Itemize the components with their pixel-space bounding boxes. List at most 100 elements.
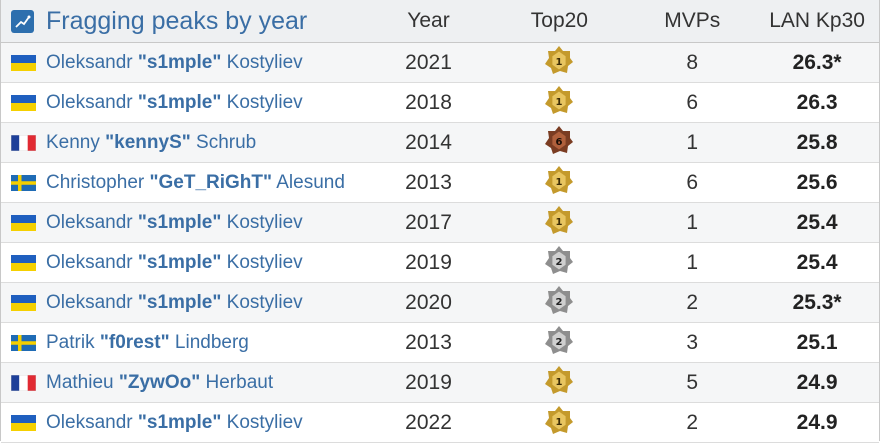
column-header-top20[interactable]: Top20 [530, 9, 588, 32]
player-nickname: "s1mple" [137, 91, 222, 113]
svg-text:1: 1 [556, 97, 563, 108]
top20-medal-icon[interactable]: 6 [544, 125, 574, 160]
player-cell: Patrik "f0rest" Lindberg [1, 332, 368, 354]
mvps-cell: 6 [686, 170, 699, 194]
column-header-mvps[interactable]: MVPs [664, 9, 721, 32]
top20-cell: 2 [489, 245, 629, 280]
player-link[interactable]: Oleksandr "s1mple" Kostyliev [46, 412, 303, 434]
top20-medal-icon[interactable]: 2 [544, 325, 574, 360]
player-cell: Mathieu "ZywOo" Herbaut [1, 372, 368, 394]
sweden-flag-icon [11, 174, 36, 191]
top20-cell: 1 [489, 205, 629, 240]
year-cell: 2017 [405, 210, 452, 234]
mvps-cell: 1 [686, 210, 699, 234]
title-cell: Fragging peaks by year [1, 7, 368, 36]
player-link[interactable]: Oleksandr "s1mple" Kostyliev [46, 52, 303, 74]
year-cell: 2014 [405, 130, 452, 154]
svg-text:1: 1 [556, 377, 563, 388]
top20-cell: 2 [489, 325, 629, 360]
player-last-name: Kostyliev [221, 51, 303, 73]
column-header-year[interactable]: Year [407, 9, 450, 32]
top20-medal-icon[interactable]: 2 [544, 245, 574, 280]
year-cell: 2022 [405, 410, 452, 434]
ukraine-flag-icon [11, 254, 36, 271]
player-link[interactable]: Christopher "GeT_RiGhT" Alesund [46, 172, 345, 194]
mvps-cell: 2 [686, 290, 699, 314]
top20-medal-icon[interactable]: 2 [544, 285, 574, 320]
player-last-name: Kostyliev [221, 251, 303, 273]
top20-medal-icon[interactable]: 1 [544, 165, 574, 200]
player-last-name: Alesund [272, 171, 345, 193]
player-link[interactable]: Mathieu "ZywOo" Herbaut [46, 372, 273, 394]
player-nickname: "f0rest" [99, 331, 170, 353]
lan-kp30-cell: 25.1 [796, 330, 838, 354]
player-cell: Christopher "GeT_RiGhT" Alesund [1, 172, 368, 194]
year-cell: 2019 [405, 370, 452, 394]
mvps-cell: 3 [686, 330, 699, 354]
mvps-cell: 6 [686, 90, 699, 114]
top20-medal-icon[interactable]: 1 [544, 365, 574, 400]
france-flag-icon [10, 134, 37, 151]
player-first-name: Mathieu [46, 371, 119, 393]
player-first-name: Kenny [46, 131, 106, 153]
lan-kp30-cell: 24.9 [796, 370, 838, 394]
table-row: Oleksandr "s1mple" Kostyliev 2022 1 2 24.9 [1, 403, 879, 443]
top20-medal-icon[interactable]: 1 [544, 205, 574, 240]
table-row: Oleksandr "s1mple" Kostyliev 2021 1 8 26.3* [1, 43, 879, 83]
table-row: Kenny "kennyS" Schrub 2014 6 1 25.8 [1, 123, 879, 163]
svg-text:2: 2 [556, 337, 563, 348]
mvps-cell: 8 [686, 50, 699, 74]
player-nickname: "GeT_RiGhT" [149, 171, 273, 193]
table-title: Fragging peaks by year [46, 6, 308, 35]
player-nickname: "s1mple" [137, 251, 222, 273]
player-cell: Oleksandr "s1mple" Kostyliev [1, 412, 368, 434]
player-first-name: Oleksandr [46, 411, 138, 433]
table-header: Fragging peaks by year Year Top20 MVPs L… [1, 0, 879, 43]
player-first-name: Oleksandr [46, 51, 138, 73]
player-cell: Oleksandr "s1mple" Kostyliev [1, 52, 368, 74]
player-last-name: Lindberg [169, 331, 249, 353]
player-cell: Oleksandr "s1mple" Kostyliev [1, 292, 368, 314]
player-cell: Oleksandr "s1mple" Kostyliev [1, 92, 368, 114]
lan-kp30-cell: 24.9 [796, 410, 838, 434]
player-cell: Oleksandr "s1mple" Kostyliev [1, 212, 368, 234]
player-link[interactable]: Kenny "kennyS" Schrub [46, 132, 256, 154]
player-last-name: Kostyliev [221, 211, 303, 233]
top20-medal-icon[interactable]: 1 [544, 405, 574, 440]
table-row: Oleksandr "s1mple" Kostyliev 2020 2 2 25.3* [1, 283, 879, 323]
year-cell: 2021 [405, 50, 452, 74]
top20-cell: 1 [489, 365, 629, 400]
player-last-name: Herbaut [200, 371, 274, 393]
player-last-name: Kostyliev [221, 411, 303, 433]
player-first-name: Oleksandr [46, 211, 138, 233]
table-row: Oleksandr "s1mple" Kostyliev 2019 2 1 25.4 [1, 243, 879, 283]
player-last-name: Kostyliev [221, 291, 303, 313]
chart-icon [11, 9, 34, 33]
svg-text:1: 1 [556, 177, 563, 188]
ukraine-flag-icon [11, 294, 36, 311]
ukraine-flag-icon [11, 54, 36, 71]
top20-medal-icon[interactable]: 1 [544, 45, 574, 80]
mvps-cell: 1 [686, 250, 699, 274]
top20-cell: 2 [489, 285, 629, 320]
player-nickname: "s1mple" [137, 411, 222, 433]
svg-text:1: 1 [556, 217, 563, 228]
player-link[interactable]: Oleksandr "s1mple" Kostyliev [46, 92, 303, 114]
player-first-name: Christopher [46, 171, 150, 193]
player-link[interactable]: Oleksandr "s1mple" Kostyliev [46, 292, 303, 314]
lan-kp30-cell: 25.6 [796, 170, 838, 194]
player-first-name: Oleksandr [46, 251, 138, 273]
player-first-name: Oleksandr [46, 91, 138, 113]
player-link[interactable]: Oleksandr "s1mple" Kostyliev [46, 252, 303, 274]
player-nickname: "s1mple" [137, 291, 222, 313]
player-link[interactable]: Oleksandr "s1mple" Kostyliev [46, 212, 303, 234]
column-header-lan-kp30[interactable]: LAN Kp30 [769, 9, 865, 32]
ukraine-flag-icon [11, 414, 36, 431]
player-link[interactable]: Patrik "f0rest" Lindberg [46, 332, 249, 354]
player-cell: Oleksandr "s1mple" Kostyliev [1, 252, 368, 274]
lan-kp30-cell: 26.3 [796, 90, 838, 114]
player-last-name: Schrub [190, 131, 257, 153]
svg-text:1: 1 [556, 57, 563, 68]
top20-medal-icon[interactable]: 1 [544, 85, 574, 120]
mvps-cell: 5 [686, 370, 699, 394]
